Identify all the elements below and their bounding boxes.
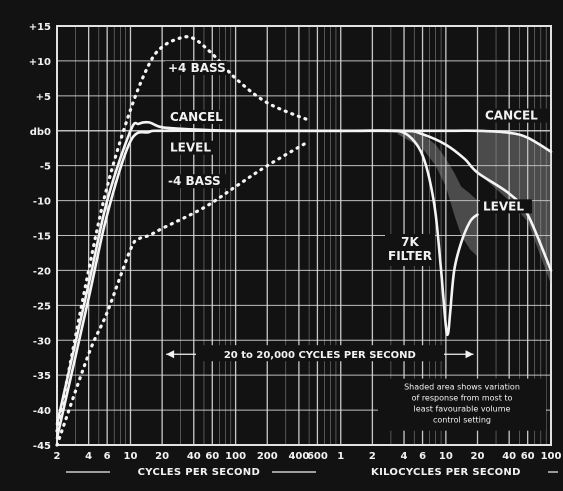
range-arrowhead-right [465,350,474,359]
label-backing [167,140,213,155]
curve-label-right: LEVEL [483,199,524,213]
label-backing [167,109,221,124]
note-line: Shaded area shows variation [404,383,520,392]
label-backing [165,61,227,76]
x-tick-label: 4 [401,451,408,462]
y-tick-label: -15 [33,232,51,243]
y-tick-label: +15 [29,22,51,33]
annotations: 20 to 20,000 CYCLES PER SECOND Shaded are… [166,345,546,431]
x-tick-label: 100 [541,451,562,462]
curve-7k-filter [339,129,479,337]
curve-4-bass [55,139,311,447]
y-tick-label: db0 [30,127,51,138]
x-tick-label: 4 [85,451,92,462]
y-tick-label: -40 [33,406,51,417]
note-line: control setting [433,416,491,425]
x-tick-label: 2 [54,451,61,462]
x-axis-label-cycles: CYCLES PER SECOND [138,467,260,478]
y-tick-label: -45 [33,441,51,452]
y-tick-label: +5 [36,92,51,103]
label-backing [482,108,548,123]
curve-label-filter: FILTER [388,249,432,263]
y-tick-label: -25 [33,301,51,312]
y-tick-label: -35 [33,371,51,382]
x-tick-label: 200 [257,451,278,462]
x-tick-label: 100 [225,451,246,462]
note-line: least favourable volume [414,405,511,414]
x-tick-label: 20 [155,451,169,462]
x-tick-label: 60 [521,451,535,462]
curve-label-filter: 7K [401,235,419,249]
x-tick-label: 1 [337,451,344,462]
x-tick-label: 6 [419,451,426,462]
curve-label: LEVEL [170,141,211,155]
x-tick-label: 10 [124,451,138,462]
curve-label: +4 BASS [168,61,226,75]
x-tick-label: 600 [307,451,328,462]
y-tick-label: -30 [33,336,51,347]
label-backing [165,174,227,189]
x-tick-label: 60 [205,451,219,462]
curve-labels: +4 BASS CANCEL LEVEL -4 BASS CANCEL LEVEL 7KFI… [165,61,548,266]
x-tick-label: 2 [369,451,376,462]
range-annotation-text: 20 to 20,000 CYCLES PER SECOND [224,350,416,361]
curve-label: -4 BASS [168,174,221,188]
y-tick-label: -20 [33,266,51,277]
x-tick-label: 400 [288,451,309,462]
x-tick-label: 20 [471,451,485,462]
label-backing [385,233,435,266]
curve-4-bass [55,35,311,433]
note-line: of response from most to [412,394,513,403]
curve-label-right: CANCEL [485,109,538,123]
shaded-area [477,130,551,285]
grid [56,25,552,446]
y-tick-label: +10 [29,57,51,68]
note-backing [378,378,546,431]
x-tick-label: 6 [104,451,111,462]
y-tick-label: -10 [33,197,51,208]
shaded-areas [397,130,551,285]
x-tick-label: 40 [187,451,201,462]
curve-label: CANCEL [170,110,223,124]
range-arrowhead-left [166,350,175,359]
x-tick-label: 10 [439,451,453,462]
shaded-area [397,130,478,257]
x-tick-label: 40 [502,451,516,462]
label-backing [480,199,532,214]
curves [55,35,553,447]
range-backing [196,345,444,362]
y-tick-label: -5 [40,162,51,173]
x-axis-label-kilocycles: KILOCYCLES PER SECOND [371,467,521,478]
